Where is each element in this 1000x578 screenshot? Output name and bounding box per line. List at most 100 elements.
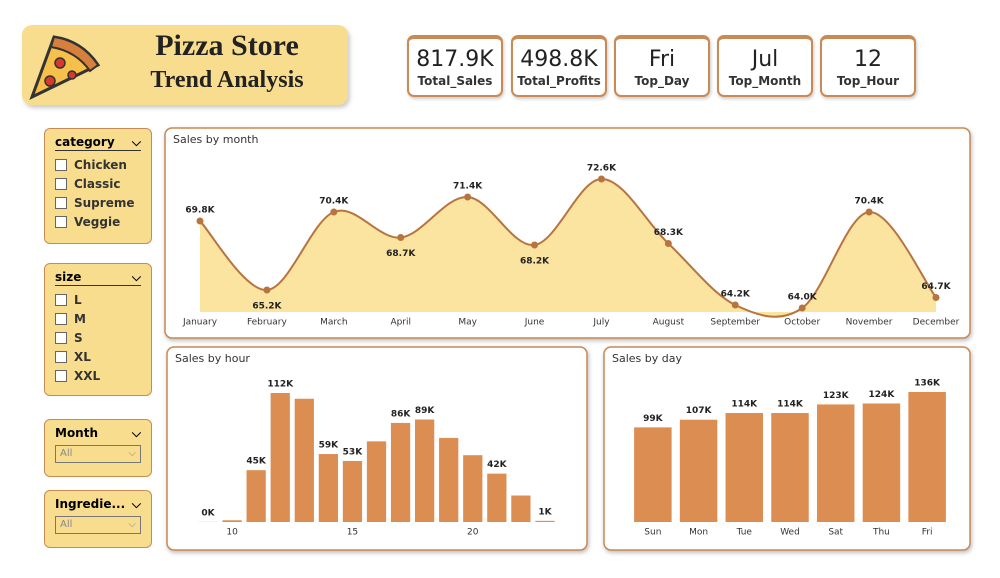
kpi-card: 498.8K Total_Profits [511, 35, 607, 97]
kpi-card: 12 Top_Hour [820, 35, 916, 97]
data-label: 112K [267, 380, 294, 390]
checkbox [55, 177, 67, 190]
data-label: 71.4K [453, 182, 483, 192]
data-label: 114K [731, 400, 758, 410]
chart-title: Sales by month [173, 133, 258, 146]
x-tick-label: April [390, 318, 411, 328]
bar [294, 398, 314, 522]
kpi-label: Top_Hour [836, 74, 900, 88]
item-label: XXL [74, 368, 101, 383]
slicer-item[interactable]: L [55, 290, 141, 309]
x-tick-label: Thu [872, 528, 890, 538]
slicer-item[interactable]: Veggie [55, 212, 141, 231]
kpi-value: 12 [854, 47, 882, 72]
kpi-label: Total_Sales [417, 74, 493, 88]
checkbox [55, 158, 67, 171]
bar [390, 422, 411, 522]
dropdown[interactable]: All ⌵ [55, 516, 141, 534]
bar [816, 404, 855, 522]
bar [487, 473, 507, 522]
bar [439, 437, 459, 522]
bar [862, 403, 901, 522]
point [397, 234, 405, 241]
bar [908, 392, 946, 522]
point [196, 217, 204, 225]
area [200, 178, 936, 317]
checkbox [55, 312, 67, 325]
x-tick-label: 20 [467, 528, 479, 538]
dropdown[interactable]: All ⌵ [55, 445, 141, 463]
data-label: 53K [343, 447, 364, 457]
bar [463, 455, 483, 522]
slicer-item[interactable]: Classic [55, 174, 141, 193]
size-slicer[interactable]: size ⌵ L M S XL XXL [44, 263, 152, 396]
point [263, 286, 271, 294]
slicer-title: category [55, 135, 115, 149]
data-label: 68.3K [654, 228, 684, 238]
item-label: Classic [74, 176, 121, 191]
checkbox [55, 215, 67, 228]
item-label: M [74, 311, 86, 326]
x-tick-label: Fri [922, 528, 933, 538]
slicer-title: Ingredie... [55, 497, 126, 511]
pizza-icon [29, 35, 101, 100]
checkbox [55, 196, 67, 209]
slicer-item[interactable]: XXL [55, 366, 141, 385]
point [798, 304, 806, 312]
slicer-item[interactable]: Supreme [55, 193, 141, 212]
bar [535, 520, 555, 522]
data-label: 64.0K [788, 293, 818, 303]
x-tick-label: November [846, 318, 893, 328]
slicer-title: size [55, 270, 82, 284]
item-label: Veggie [74, 214, 121, 229]
item-label: L [74, 292, 82, 307]
subtitle: Trend Analysis [150, 67, 304, 93]
x-tick-label: 10 [226, 528, 238, 538]
slicer-item[interactable]: XL [55, 347, 141, 366]
item-label: Chicken [74, 157, 127, 172]
point [531, 241, 539, 249]
data-label: 123K [823, 391, 850, 401]
slicer-item[interactable]: S [55, 328, 141, 347]
month-slicer[interactable]: Month ⌵ All ⌵ [44, 419, 152, 477]
bar [222, 520, 242, 522]
item-label: S [74, 330, 83, 345]
data-label: 70.4K [319, 197, 349, 207]
dropdown-value: All [60, 448, 73, 459]
checkbox [55, 331, 67, 344]
bar [771, 413, 809, 522]
data-label: 70.4K [854, 197, 884, 207]
x-tick-label: Sun [644, 528, 661, 538]
x-tick-label: June [524, 318, 545, 328]
data-label: 65.2K [252, 302, 282, 312]
checkbox [55, 293, 67, 306]
x-tick-label: May [458, 318, 477, 328]
category-slicer[interactable]: category ⌵ Chicken Classic Supreme Veggie [44, 128, 152, 244]
x-tick-label: February [247, 318, 288, 328]
slicer-item[interactable]: M [55, 309, 141, 328]
slicer-items: L M S XL XXL [55, 290, 141, 385]
bar [679, 419, 718, 522]
point [597, 175, 605, 183]
x-tick-label: Sat [828, 528, 843, 538]
x-tick-label: January [182, 318, 218, 328]
point [932, 294, 940, 301]
data-label: 68.2K [520, 257, 550, 267]
data-label: 1K [538, 507, 552, 517]
slicer-item[interactable]: Chicken [55, 155, 141, 174]
kpi-value: Fri [648, 47, 676, 72]
bar [246, 470, 266, 522]
slicer-items: Chicken Classic Supreme Veggie [55, 155, 141, 231]
bar [366, 441, 387, 522]
item-label: Supreme [74, 195, 135, 210]
data-label: 64.2K [721, 290, 751, 300]
x-tick-label: July [592, 318, 610, 328]
title-banner: Pizza Store Trend Analysis [22, 25, 348, 105]
x-tick-label: Mon [689, 528, 708, 538]
title: Pizza Store [155, 29, 299, 62]
ingredients-slicer[interactable]: Ingredie... ⌵ All ⌵ [44, 490, 152, 548]
data-label: 72.6K [587, 164, 617, 174]
bar [634, 427, 672, 522]
